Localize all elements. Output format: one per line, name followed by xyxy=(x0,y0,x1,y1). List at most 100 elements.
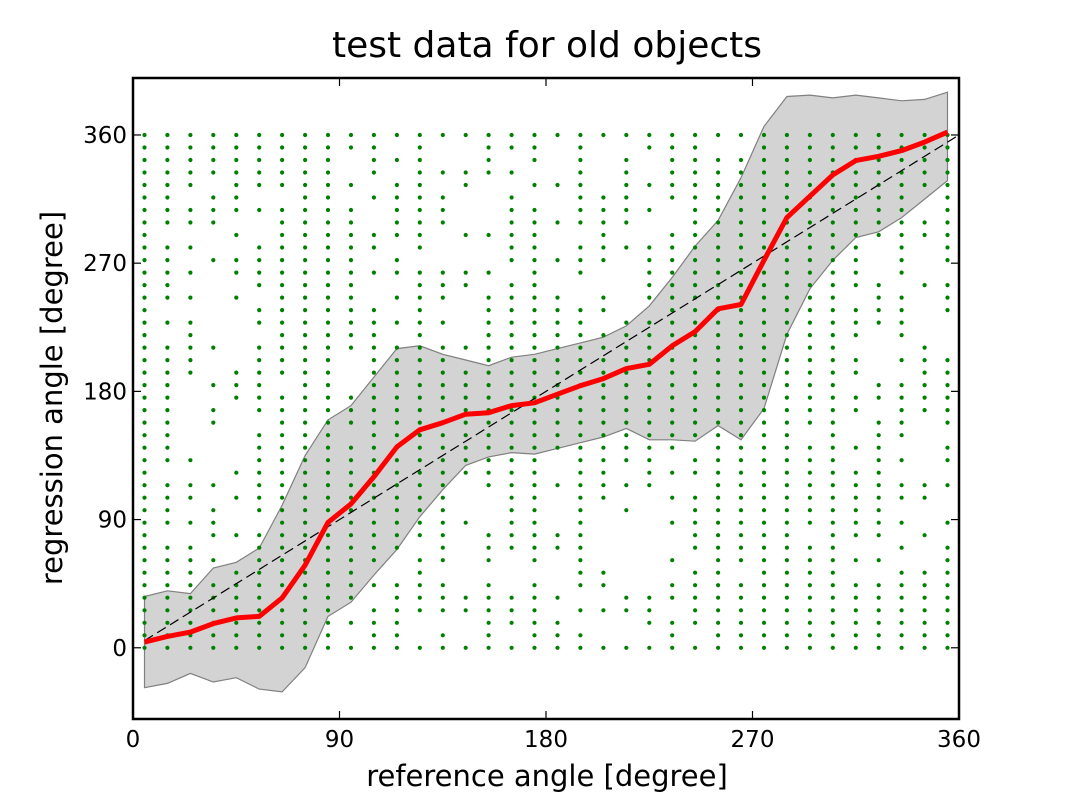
data-point xyxy=(784,470,790,475)
data-point xyxy=(303,295,308,300)
data-point xyxy=(532,608,537,613)
data-point xyxy=(807,270,813,275)
data-point xyxy=(325,207,331,213)
data-point xyxy=(417,295,422,300)
data-point xyxy=(463,232,468,238)
data-point xyxy=(945,283,950,288)
data-point xyxy=(761,595,767,600)
data-point xyxy=(899,333,904,338)
data-point xyxy=(394,420,399,425)
data-point xyxy=(876,633,881,638)
data-point xyxy=(165,220,170,225)
data-point xyxy=(784,157,790,163)
scatter-column xyxy=(234,132,239,650)
data-point xyxy=(578,645,583,650)
data-point xyxy=(738,258,744,263)
data-point xyxy=(394,345,399,350)
data-point xyxy=(211,633,216,638)
data-point xyxy=(601,458,606,463)
data-point xyxy=(165,570,170,575)
data-point xyxy=(211,408,216,413)
data-point xyxy=(280,520,285,525)
data-point xyxy=(417,145,422,150)
data-point xyxy=(165,258,170,263)
data-point xyxy=(693,132,698,138)
data-point xyxy=(716,608,721,613)
data-point xyxy=(303,232,308,238)
data-point xyxy=(142,483,147,488)
data-point xyxy=(394,157,399,163)
data-point xyxy=(670,145,675,150)
data-point xyxy=(738,157,744,163)
data-point xyxy=(761,270,767,275)
data-point xyxy=(807,570,813,575)
data-point xyxy=(830,620,835,625)
data-point xyxy=(922,395,927,400)
data-point xyxy=(303,533,308,538)
data-point xyxy=(945,583,950,588)
data-point xyxy=(716,270,721,275)
data-point xyxy=(348,207,354,213)
data-point xyxy=(234,295,239,300)
data-point xyxy=(394,182,399,188)
data-point xyxy=(211,420,216,425)
data-point xyxy=(555,308,560,313)
data-point xyxy=(303,633,308,638)
data-point xyxy=(211,258,216,263)
data-point xyxy=(394,132,399,138)
data-point xyxy=(601,383,606,388)
data-point xyxy=(761,558,767,563)
data-point xyxy=(440,545,445,550)
data-point xyxy=(188,333,193,338)
data-point xyxy=(188,295,193,300)
data-point xyxy=(647,470,652,475)
data-point xyxy=(486,633,491,638)
data-point xyxy=(188,583,193,588)
data-point xyxy=(945,170,950,175)
data-point xyxy=(486,170,491,175)
data-point xyxy=(371,508,376,513)
data-point xyxy=(578,182,583,188)
data-point xyxy=(578,545,583,550)
data-point xyxy=(303,408,308,413)
data-point xyxy=(165,345,170,350)
data-point xyxy=(280,245,285,250)
data-point xyxy=(693,245,698,250)
data-point xyxy=(532,458,537,463)
data-point xyxy=(922,408,927,413)
data-point xyxy=(670,620,675,625)
data-point xyxy=(303,433,308,438)
data-point xyxy=(807,145,813,150)
data-point xyxy=(830,182,835,188)
data-point xyxy=(784,520,790,525)
data-point xyxy=(945,445,950,450)
data-point xyxy=(509,345,514,350)
data-point xyxy=(509,258,514,263)
data-point xyxy=(509,283,514,288)
data-point xyxy=(257,408,262,413)
data-point xyxy=(165,170,170,175)
data-point xyxy=(417,320,422,325)
data-point xyxy=(784,170,790,175)
data-point xyxy=(509,308,514,313)
data-point xyxy=(876,145,881,150)
data-point xyxy=(555,182,560,188)
data-point xyxy=(325,145,331,150)
data-point xyxy=(601,232,606,238)
data-point xyxy=(578,245,583,250)
data-point xyxy=(165,520,170,525)
data-point xyxy=(738,270,744,275)
data-point xyxy=(440,370,445,375)
data-point xyxy=(784,345,790,350)
data-point xyxy=(647,132,652,138)
data-point xyxy=(532,207,537,213)
data-point xyxy=(899,258,904,263)
data-point xyxy=(142,595,147,600)
data-point xyxy=(303,595,308,600)
data-point xyxy=(325,583,331,588)
data-point xyxy=(463,608,468,613)
data-point xyxy=(165,358,170,363)
data-point xyxy=(624,445,629,450)
data-point xyxy=(394,383,399,388)
data-point xyxy=(371,533,376,538)
